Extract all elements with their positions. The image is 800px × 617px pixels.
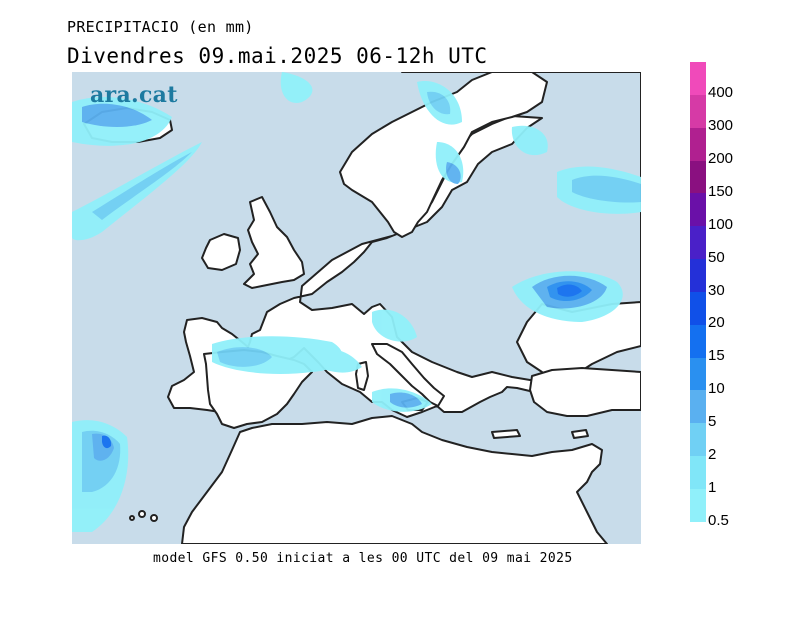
legend-label: 0.5 bbox=[708, 511, 729, 529]
legend-label: 400 bbox=[708, 84, 734, 102]
legend-swatch bbox=[690, 291, 706, 325]
legend-label: 15 bbox=[708, 347, 725, 365]
legend-swatch bbox=[690, 390, 706, 424]
aracat-logo: ara.cat bbox=[90, 82, 178, 108]
precipitation-legend bbox=[690, 62, 706, 522]
land-anatolia bbox=[529, 367, 641, 417]
legend-label: 200 bbox=[708, 150, 734, 168]
legend-label: 10 bbox=[708, 380, 725, 398]
legend-swatch bbox=[690, 160, 706, 194]
land-sardinia bbox=[355, 361, 369, 391]
legend-swatch bbox=[690, 456, 706, 489]
legend-swatch bbox=[690, 259, 706, 292]
land-crete bbox=[491, 429, 521, 439]
legend-swatch bbox=[690, 324, 706, 358]
map-subtitle-date: Divendres 09.mai.2025 06-12h UTC bbox=[67, 44, 488, 68]
legend-label: 150 bbox=[708, 183, 734, 200]
legend-label: 50 bbox=[708, 248, 725, 266]
legend-label: 30 bbox=[708, 281, 725, 299]
legend-label: 20 bbox=[708, 314, 725, 332]
legend-swatch bbox=[690, 226, 706, 260]
legend-swatch bbox=[690, 62, 706, 95]
precipitation-areas bbox=[72, 72, 641, 532]
land-ireland bbox=[201, 233, 241, 271]
map-title: PRECIPITACIO (en mm) bbox=[67, 18, 254, 36]
map-canvas bbox=[72, 72, 641, 544]
land-north-africa bbox=[181, 415, 608, 544]
legend-label: 100 bbox=[708, 215, 734, 233]
legend-swatch bbox=[690, 193, 706, 227]
legend-label: 2 bbox=[708, 445, 717, 463]
land-italy bbox=[371, 343, 445, 407]
legend-swatch bbox=[690, 94, 706, 128]
legend-swatch bbox=[690, 423, 706, 457]
land-great-britain bbox=[243, 196, 305, 289]
precipitation-map: ara.cat bbox=[72, 72, 641, 544]
legend-swatch bbox=[690, 127, 706, 161]
land-cyprus bbox=[571, 429, 589, 439]
legend-swatch bbox=[690, 488, 706, 522]
legend-label: 300 bbox=[708, 117, 734, 135]
legend-swatch bbox=[690, 357, 706, 391]
legend-label: 1 bbox=[708, 478, 717, 496]
legend-label: 5 bbox=[708, 413, 717, 430]
model-info-footer: model GFS 0.50 iniciat a les 00 UTC del … bbox=[153, 551, 573, 566]
